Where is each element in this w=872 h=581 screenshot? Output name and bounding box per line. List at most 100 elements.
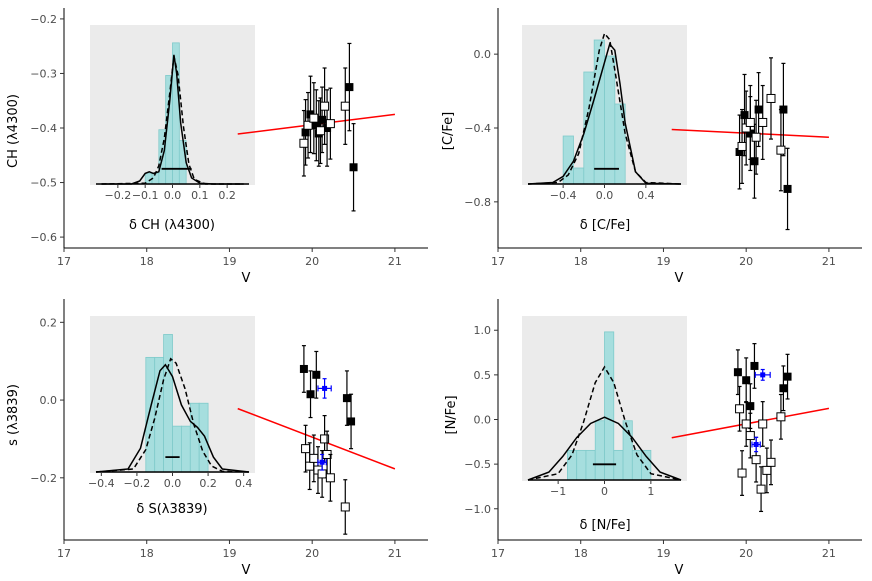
y-tick-label: −0.5 (464, 458, 491, 471)
data-point-open (751, 455, 761, 465)
histogram-bar (189, 402, 200, 473)
y-tick-label: −0.2 (30, 472, 57, 485)
y-tick-label: −1.0 (464, 503, 491, 516)
data-point-filled (742, 376, 751, 385)
inset-x-tick-label: −0.4 (88, 477, 115, 490)
histogram-bar (604, 55, 616, 185)
x-tick-label: 20 (305, 547, 319, 560)
panel-s3839: V s (λ3839) δ S(λ3839) 0.2 0.0 −0.2 17 18 19 2… (6, 299, 428, 578)
y-tick-label: 0.0 (474, 414, 492, 427)
histogram-bar (198, 402, 209, 473)
solid-density-curve (95, 363, 250, 473)
data-point-filled (750, 361, 759, 370)
y-tick-label: −0.3 (30, 67, 57, 80)
histogram-bar (573, 167, 585, 185)
y-tick-label: 0.2 (40, 316, 58, 329)
histogram-bar (180, 425, 191, 473)
data-point-filled (347, 417, 356, 426)
data-point-open (303, 120, 313, 130)
panel-nfe: V [N/Fe] δ [N/Fe] 1.0 0.5 0.0 −0.5 −1.0 17 18 1… (444, 299, 862, 578)
data-point-open (320, 101, 330, 111)
data-point-blue (760, 372, 766, 378)
x-tick-label: 19 (656, 547, 670, 560)
data-point-open (737, 468, 747, 478)
panel-cfe-inset: −0.4 0.0 0.4 (522, 25, 687, 202)
solid-density-curve (101, 54, 244, 185)
data-point-open (741, 419, 751, 429)
inset-cfe-xlabel: δ [C/Fe] (580, 218, 630, 233)
inset-x-tick-label: 0.2 (199, 477, 217, 490)
y-tick-label: 0.0 (474, 48, 492, 61)
data-point-open (737, 141, 747, 151)
x-tick-label: 21 (388, 547, 402, 560)
data-point-filled (345, 83, 354, 92)
inset-x-tick-label: 0.4 (637, 189, 655, 202)
panel-s3839-xlabel: V (242, 563, 251, 578)
data-point-open (340, 101, 350, 111)
inset-x-tick-label: 0.1 (191, 189, 209, 202)
y-tick-label: −0.4 (464, 122, 491, 135)
histogram-bar (145, 356, 156, 473)
x-tick-label: 21 (388, 255, 402, 268)
histogram-bar (172, 425, 182, 473)
x-tick-label: 17 (57, 255, 71, 268)
data-point-blue (753, 441, 759, 447)
inset-x-tick-label: −0.2 (104, 189, 131, 202)
data-point-open (745, 117, 755, 127)
solid-density-curve (527, 42, 682, 185)
data-point-open (756, 484, 766, 494)
data-point-open (758, 117, 768, 127)
data-point-filled (750, 157, 759, 166)
data-point-open (766, 93, 776, 103)
data-point-open (340, 502, 350, 512)
x-tick-label: 18 (140, 255, 154, 268)
data-point-open (320, 434, 330, 444)
inset-x-tick-label: 0.0 (164, 189, 182, 202)
inset-x-tick-label: −0.2 (124, 477, 151, 490)
inset-s3839-xlabel: δ S(λ3839) (136, 502, 207, 517)
data-point-open (299, 138, 309, 148)
x-tick-label: 17 (57, 547, 71, 560)
panel-ch4300-inset: −0.2 −0.1 0.0 0.1 0.2 (90, 25, 255, 202)
data-point-open (317, 469, 327, 479)
x-tick-label: 18 (140, 547, 154, 560)
y-tick-label: 0.5 (474, 369, 492, 382)
x-tick-label: 19 (222, 255, 236, 268)
x-tick-label: 19 (222, 547, 236, 560)
inset-nfe-xlabel: δ [N/Fe] (579, 518, 630, 533)
histogram-bar (576, 449, 587, 481)
data-point-open (751, 132, 761, 142)
histogram-bar (178, 140, 187, 185)
data-point-open (776, 412, 786, 422)
inset-x-tick-label: 0.4 (235, 477, 253, 490)
data-point-filled (349, 163, 358, 172)
data-point-filled (779, 105, 788, 114)
data-point-filled (301, 128, 310, 137)
data-point-filled (299, 364, 308, 373)
data-point-open (758, 419, 768, 429)
data-point-filled (342, 394, 351, 403)
inset-ch4300-xlabel: δ CH (λ4300) (129, 218, 215, 233)
histogram-bar (163, 334, 173, 473)
inset-x-tick-label: 0.0 (596, 189, 614, 202)
data-point-filled (312, 370, 321, 379)
x-tick-label: 17 (491, 547, 505, 560)
panel-nfe-inset: −1 0 1 (522, 316, 687, 498)
data-point-open (305, 461, 315, 471)
x-tick-label: 18 (574, 547, 588, 560)
histogram-bar (567, 449, 578, 481)
panel-cfe-xlabel: V (675, 271, 684, 286)
data-point-filled (318, 115, 327, 124)
data-point-filled (306, 390, 315, 399)
data-point-open (776, 145, 786, 155)
inset-x-tick-label: 0.2 (218, 189, 236, 202)
data-point-filled (754, 105, 763, 114)
panel-nfe-xlabel: V (675, 563, 684, 578)
histogram-bar (604, 331, 615, 481)
data-point-filled (733, 368, 742, 377)
x-tick-label: 21 (822, 255, 836, 268)
panel-ch4300-ylabel: CH (λ4300) (6, 94, 21, 168)
y-tick-label: −0.5 (30, 177, 57, 190)
inset-x-tick-label: −1 (550, 485, 566, 498)
histogram-bar (562, 135, 574, 185)
